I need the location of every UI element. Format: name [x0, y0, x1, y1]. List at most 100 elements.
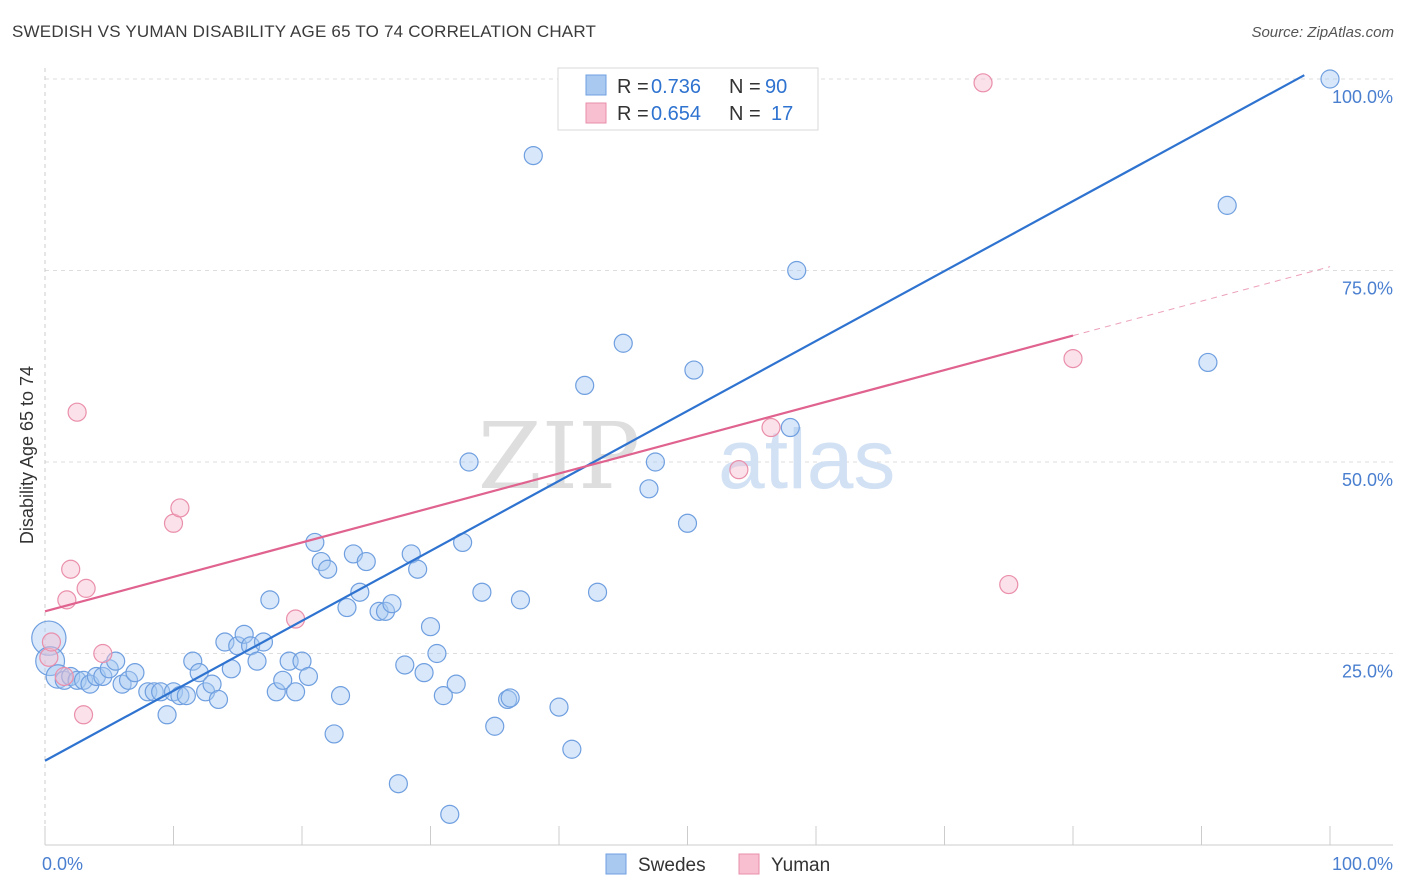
legend-swatch-yuman [585, 102, 607, 124]
point-swedes-0 [31, 620, 67, 656]
point-yuman-8 [93, 643, 113, 664]
series-yuman-points [39, 73, 1083, 725]
grid-lines [45, 78, 1393, 654]
legend-r-label-swedes: R = [617, 76, 649, 98]
point-swedes-61 [440, 804, 460, 824]
point-yuman-13 [761, 417, 781, 438]
point-swedes-9 [93, 666, 113, 687]
point-swedes-60 [433, 686, 453, 706]
bottom-legend: Swedes Yuman [605, 853, 830, 876]
point-swedes-70 [523, 146, 543, 166]
point-yuman-1 [41, 632, 62, 652]
point-yuman-0 [39, 647, 59, 667]
y-tick-label-2: 75.0% [1342, 279, 1393, 299]
point-yuman-14 [973, 73, 993, 93]
point-yuman-2 [54, 666, 74, 687]
point-swedes-64 [459, 452, 479, 472]
point-swedes-13 [118, 670, 139, 690]
bottom-legend-swatch-yuman [738, 853, 760, 875]
point-swedes-62 [446, 674, 466, 694]
legend-swatch-swedes [585, 74, 607, 96]
point-swedes-84 [787, 260, 807, 281]
point-swedes-56 [408, 559, 428, 579]
watermark: ZIP atlas [478, 403, 896, 510]
point-swedes-54 [395, 655, 415, 675]
point-swedes-49 [356, 551, 376, 572]
point-yuman-6 [73, 705, 94, 725]
point-swedes-76 [639, 479, 659, 499]
point-swedes-44 [324, 724, 344, 744]
point-swedes-66 [485, 716, 505, 736]
point-swedes-75 [613, 333, 633, 353]
point-swedes-52 [382, 594, 402, 614]
trend-line-swedes [44, 74, 1305, 762]
x-tick-label-0: 0.0% [42, 854, 83, 874]
data-points [31, 69, 1340, 824]
point-swedes-26 [208, 689, 229, 710]
legend-n-value-swedes: 90 [765, 76, 787, 98]
point-swedes-57 [414, 663, 434, 683]
bottom-legend-swatch-swedes [605, 853, 627, 875]
legend-n-label-yuman: N = [729, 103, 761, 125]
trend-lines [44, 74, 1331, 762]
point-swedes-21 [176, 686, 196, 706]
point-swedes-83 [780, 417, 800, 438]
point-swedes-86 [1217, 195, 1237, 215]
y-tick-label-3: 100.0% [1332, 87, 1393, 107]
point-swedes-74 [587, 582, 608, 602]
axes [44, 68, 1393, 846]
point-swedes-38 [285, 682, 306, 702]
watermark-atlas: atlas [718, 412, 895, 506]
point-swedes-14 [125, 663, 145, 683]
point-swedes-35 [266, 682, 286, 702]
point-swedes-85 [1198, 352, 1218, 373]
bottom-legend-label-yuman: Yuman [771, 855, 830, 876]
watermark-zip: ZIP [478, 403, 640, 510]
legend-n-label-swedes: N = [729, 76, 761, 98]
point-swedes-69 [510, 590, 531, 610]
point-swedes-42 [311, 551, 331, 572]
point-swedes-43 [318, 559, 338, 579]
point-swedes-40 [298, 666, 319, 687]
point-swedes-34 [260, 590, 280, 610]
point-yuman-5 [67, 402, 87, 422]
trend-line-extension-yuman [1072, 266, 1331, 337]
point-swedes-79 [677, 513, 698, 533]
y-tick-label-1: 50.0% [1342, 470, 1393, 490]
y-tick-label-0: 25.0% [1342, 662, 1393, 682]
point-swedes-18 [157, 705, 177, 725]
point-swedes-30 [234, 624, 254, 644]
point-yuman-15 [999, 574, 1019, 595]
point-swedes-68 [500, 688, 520, 708]
chart-title: SWEDISH VS YUMAN DISABILITY AGE 65 TO 74… [12, 22, 597, 41]
y-axis-label: Disability Age 65 to 74 [17, 366, 37, 544]
point-swedes-53 [388, 774, 408, 794]
point-swedes-41 [305, 532, 325, 553]
series-swedes-points [31, 69, 1340, 824]
point-swedes-45 [330, 686, 351, 706]
point-yuman-10 [170, 498, 190, 518]
point-swedes-32 [247, 651, 267, 671]
x-tick-label-1: 100.0% [1332, 854, 1393, 874]
point-swedes-72 [562, 739, 582, 759]
point-swedes-73 [575, 375, 595, 395]
point-swedes-65 [472, 582, 492, 602]
point-swedes-46 [337, 597, 357, 618]
legend-r-label-yuman: R = [617, 103, 649, 125]
legend-r-value-yuman: 0.654 [651, 103, 701, 125]
tick-labels: 25.0% 50.0% 75.0% 100.0% 0.0% 100.0% [42, 87, 1393, 874]
point-swedes-5 [67, 670, 87, 690]
point-swedes-22 [183, 651, 203, 671]
point-swedes-27 [215, 632, 235, 652]
chart-source: Source: ZipAtlas.com [1251, 24, 1394, 41]
bottom-legend-label-swedes: Swedes [638, 855, 706, 876]
legend: R = 0.736 N = 90 R = 0.654 N = 17 [557, 67, 819, 131]
point-swedes-51 [375, 601, 396, 621]
legend-r-value-swedes: 0.736 [651, 76, 701, 98]
trend-line-yuman [44, 334, 1074, 613]
point-yuman-16 [1063, 348, 1083, 369]
point-swedes-59 [427, 643, 447, 664]
legend-n-value-yuman: 17 [771, 103, 793, 125]
point-swedes-87 [1320, 69, 1340, 89]
point-swedes-71 [549, 697, 569, 717]
